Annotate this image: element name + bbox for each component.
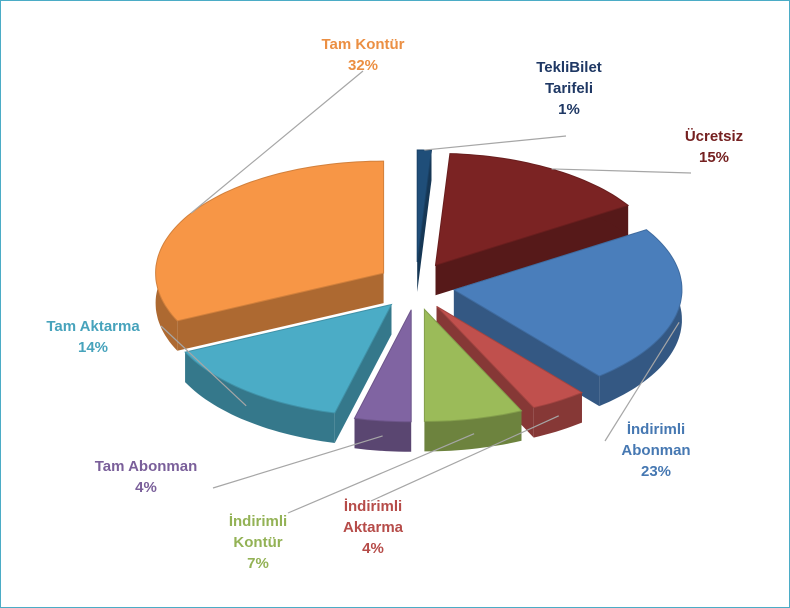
data-label: Tam Abonman 4% [66,456,226,498]
slice [416,149,433,263]
label-value: 15% [698,149,730,166]
leader-line [190,70,364,214]
slice [184,303,393,414]
data-label: TekliBilet Tarifeli 1% [514,57,624,120]
label-name: Tam Abonman [94,458,198,475]
leader-line [551,168,692,174]
data-label: Ücretsiz 15% [654,126,774,168]
label-name: Tam Aktarma [46,318,140,335]
slice-wall [185,352,335,443]
data-label: İndirimli Kontür 7% [203,511,313,574]
slice-wall [354,418,412,452]
leader-line [424,135,567,151]
label-value: 23% [640,463,672,480]
slice-side [435,205,629,296]
slice-side [417,150,432,292]
label-name: Tam Kontür [321,36,405,53]
leader-line [370,415,559,502]
leader-line [604,321,680,442]
data-label: Tam Kontür 32% [293,34,433,76]
label-value: 4% [135,479,157,496]
slice [353,309,412,423]
label-name: İndirimli Kontür [228,513,288,551]
slice-side [177,273,384,351]
slice [434,153,630,267]
label-value: 4% [362,540,384,557]
slice-side [453,289,600,407]
label-name: İndirimli Aktarma [342,498,404,536]
slice [452,229,683,377]
label-value: 14% [77,339,109,356]
slice-wall [533,392,582,438]
slice-side [334,304,392,443]
data-label: İndirimli Abonman 23% [601,419,711,482]
label-name: Ücretsiz [684,128,744,145]
slice [423,308,523,422]
label-value: 1% [558,101,580,118]
slice-wall [599,229,682,407]
slice [436,305,584,409]
data-label: İndirimli Aktarma 4% [318,496,428,559]
data-label: Tam Aktarma 14% [23,316,163,358]
leader-line [212,435,383,489]
leader-line [287,433,475,514]
label-name: İndirimli Abonman [621,421,691,459]
leader-line [160,325,247,407]
label-name: TekliBilet Tarifeli [536,59,602,97]
label-value: 7% [247,555,269,572]
label-value: 32% [347,57,379,74]
